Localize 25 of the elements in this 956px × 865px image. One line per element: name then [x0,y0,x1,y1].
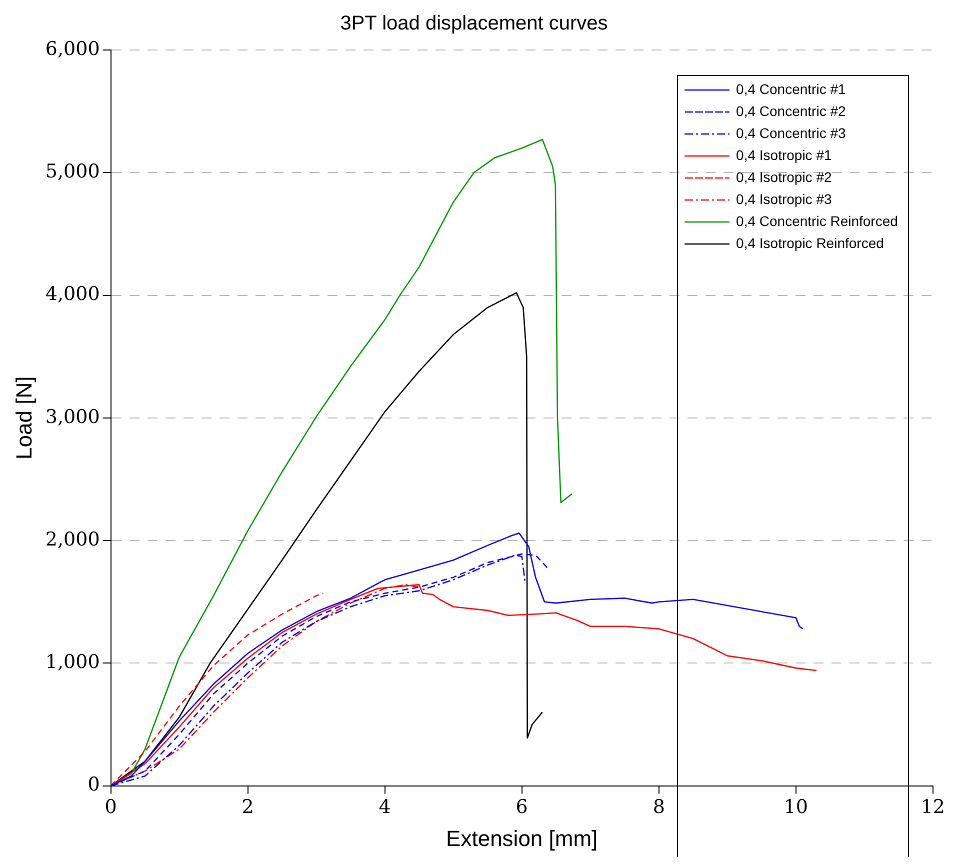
y-tick-label: 0 [88,774,100,796]
y-tick-label: 5,000 [45,160,100,183]
y-axis-title: Load [N] [11,376,36,460]
y-tick-label: 2,000 [45,528,100,550]
x-tick-label: 4 [378,796,391,818]
legend-label: 0,4 Isotropic #3 [736,190,832,207]
x-tick-label: 12 [920,796,946,818]
y-tick-label: 3,000 [45,406,100,428]
x-tick-label: 6 [516,796,528,818]
y-tick-label: 1,000 [45,651,100,674]
legend-label: 0,4 Isotropic #2 [736,168,832,185]
x-axis-title: Extension [mm] [446,826,598,851]
x-tick-label: 8 [652,796,665,818]
legend-label: 0,4 Isotropic Reinforced [736,234,884,251]
legend-label: 0,4 Concentric Reinforced [736,212,898,229]
legend-label: 0,4 Isotropic #1 [736,146,832,163]
y-tick-label: 6,000 [45,38,100,60]
x-tick-label: 10 [784,796,808,818]
legend-label: 0,4 Concentric #2 [736,102,846,119]
legend-label: 0,4 Concentric #1 [736,80,846,97]
y-tick-label: 4,000 [45,283,100,306]
legend-label: 0,4 Concentric #3 [736,124,846,141]
chart-title: 3PT load displacement curves [340,12,608,35]
x-tick-label: 0 [104,796,117,818]
x-tick-label: 2 [242,796,254,818]
